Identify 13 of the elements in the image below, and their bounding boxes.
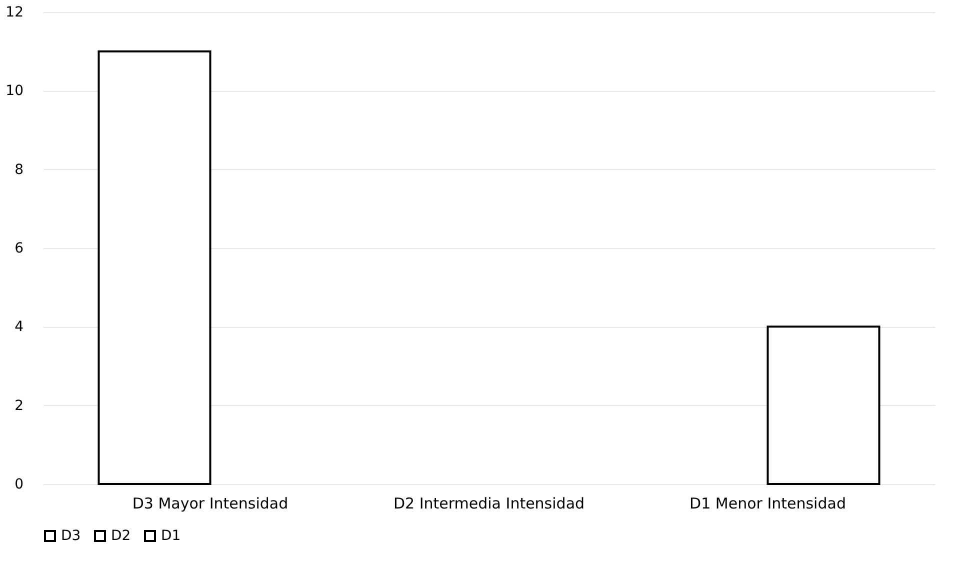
y-tick-label: 0 [14, 476, 24, 492]
y-tick-label: 10 [6, 83, 24, 100]
y-tick-label: 4 [14, 319, 24, 336]
legend-label: D2 [111, 528, 131, 544]
legend-label: D3 [61, 528, 81, 544]
y-tick-label: 2 [14, 398, 24, 414]
x-tick-label: D1 Menor Intensidad [690, 494, 846, 512]
x-tick-label: D2 Intermedia Intensidad [393, 494, 585, 512]
y-tick-label: 8 [14, 162, 24, 178]
legend-label: D1 [161, 528, 181, 544]
y-tick-label: 12 [6, 4, 24, 20]
y-tick-label: 6 [14, 240, 24, 256]
x-tick-label: D3 Mayor Intensidad [132, 494, 288, 512]
